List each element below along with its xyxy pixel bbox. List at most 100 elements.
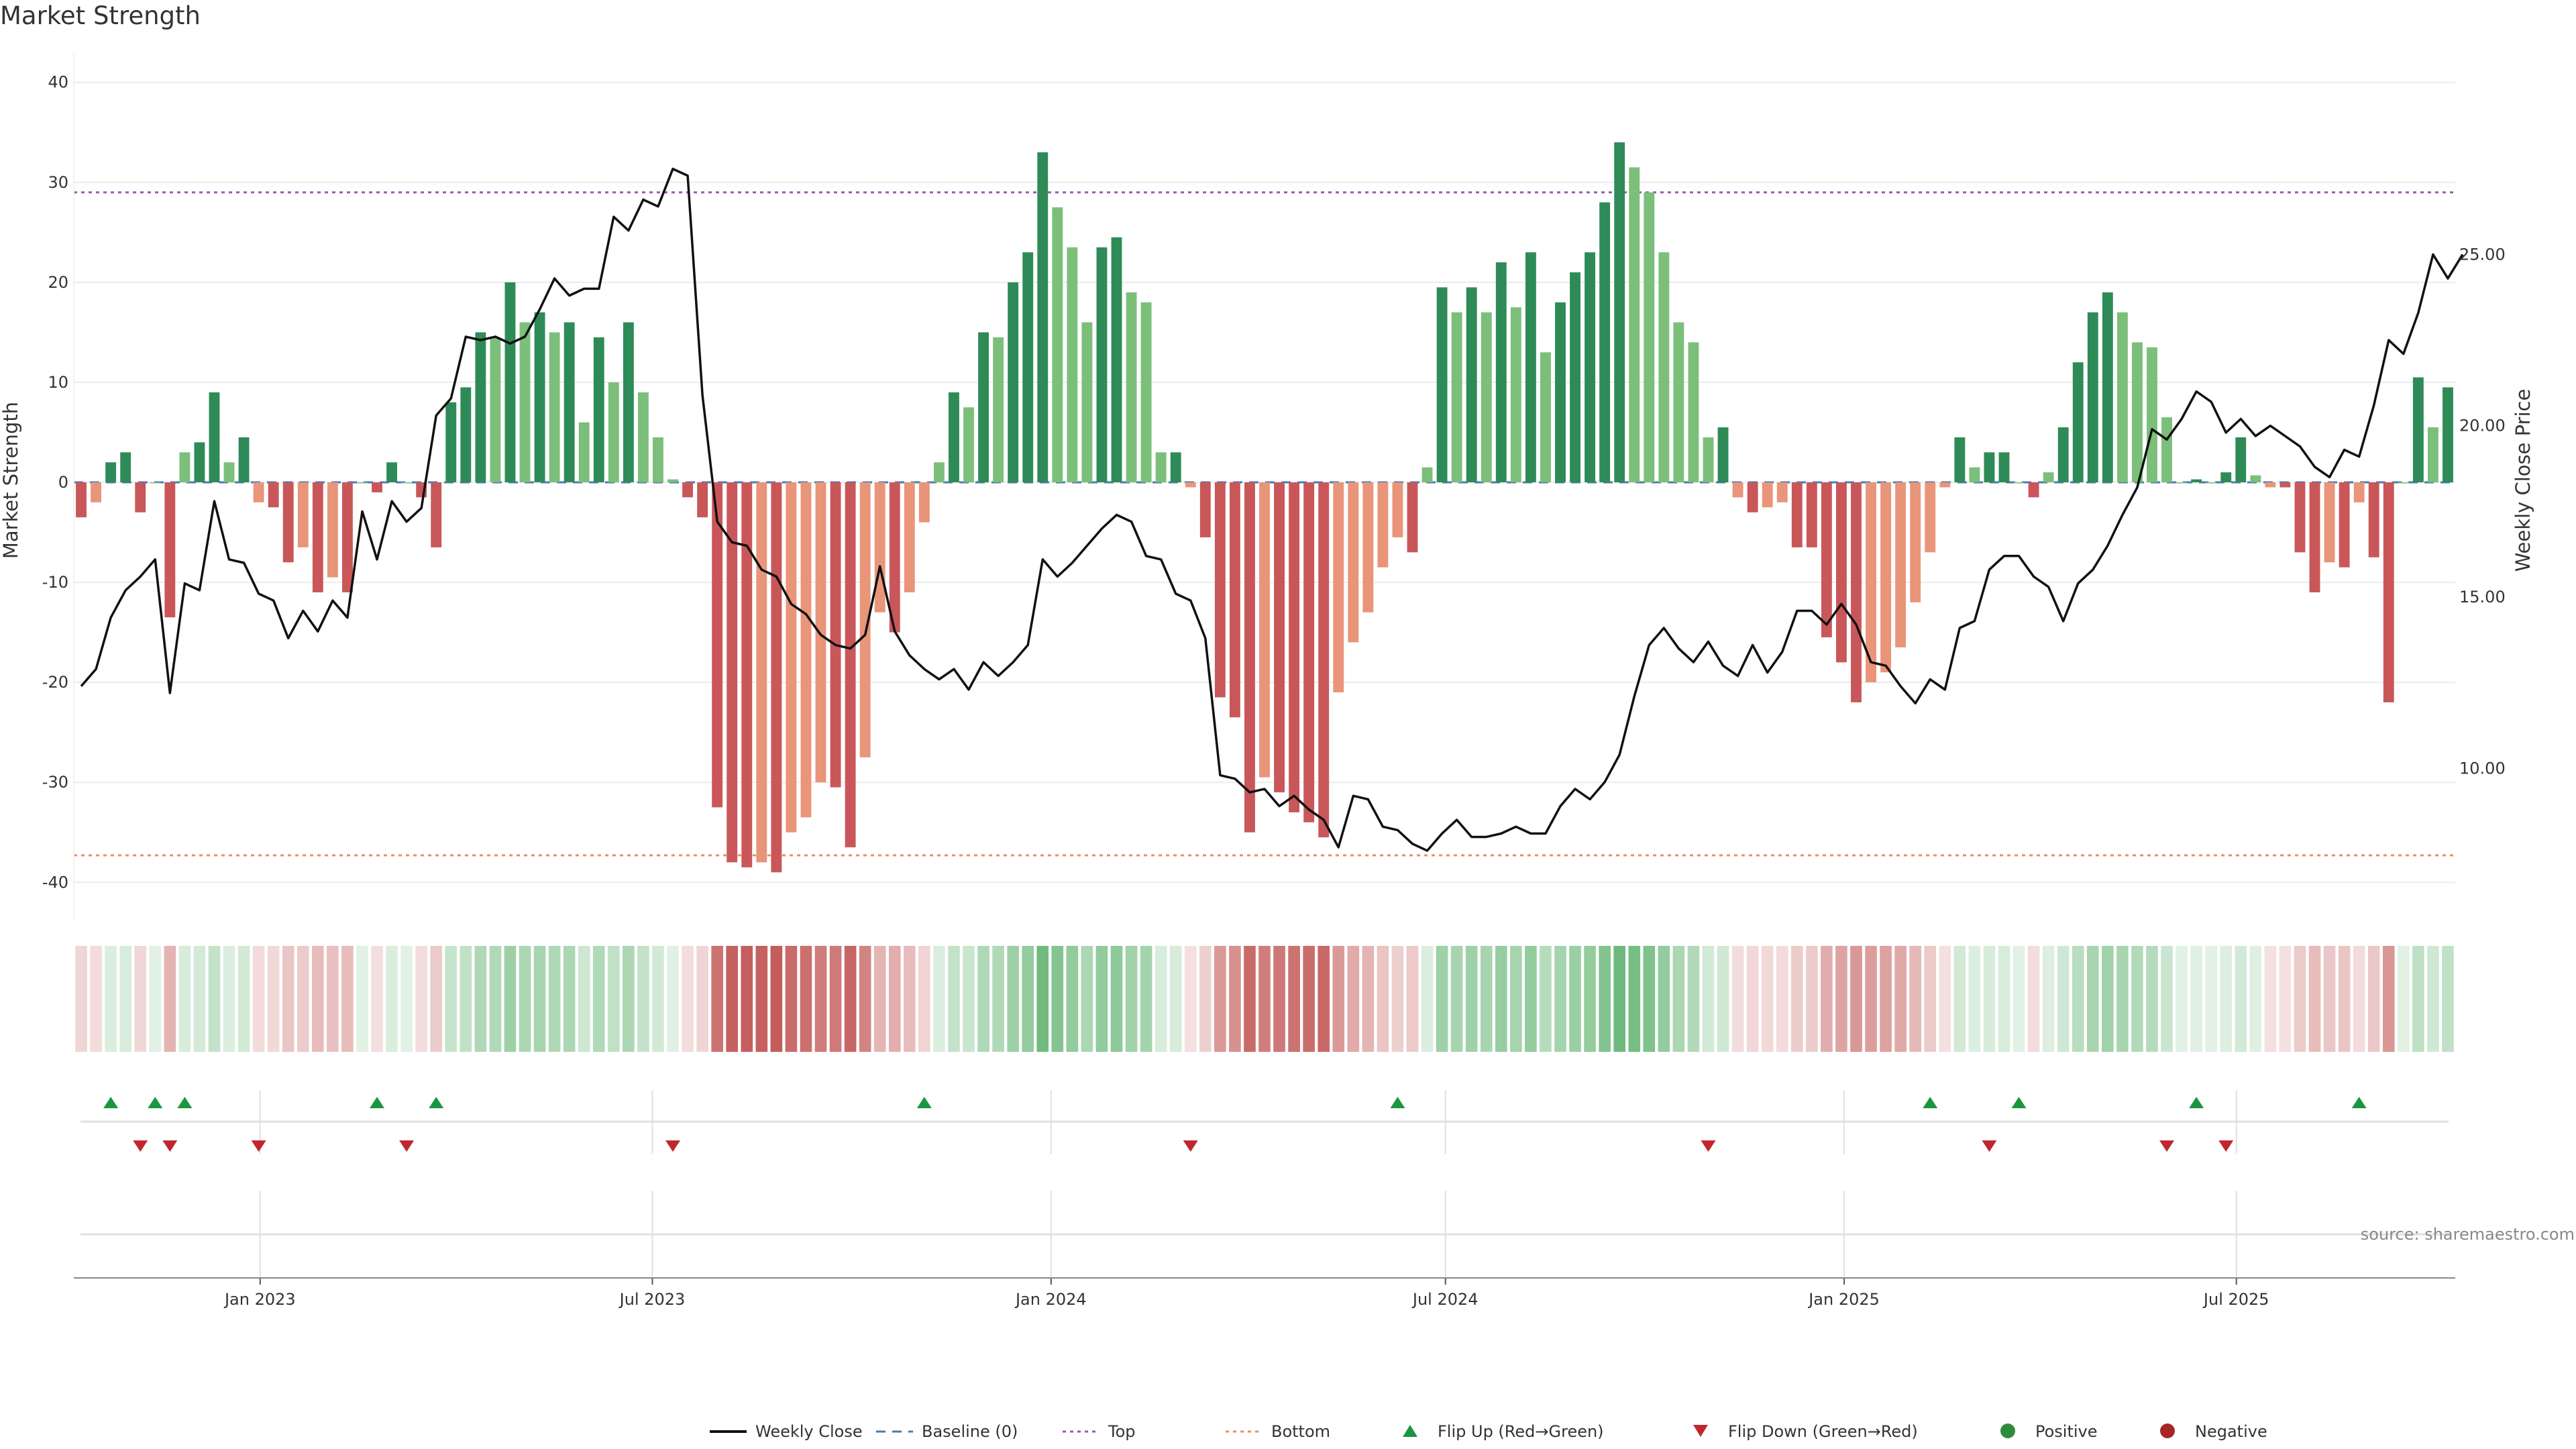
strength-bar (933, 462, 945, 482)
legend-label: Flip Down (Green→Red) (1728, 1422, 1918, 1441)
x-tick-label: Jan 2025 (1807, 1290, 1880, 1309)
strength-bar (372, 482, 382, 492)
heat-cell (918, 946, 930, 1052)
legend-item: Baseline (0) (876, 1422, 1018, 1441)
y2-axis-title: Weekly Close Price (2512, 389, 2534, 572)
strength-bar (179, 452, 191, 482)
heat-cell (741, 946, 753, 1052)
strength-bar (1466, 287, 1477, 482)
heat-cell (1125, 946, 1138, 1052)
x-tick-label: Jul 2023 (619, 1290, 686, 1309)
heat-cell (164, 946, 176, 1052)
strength-bar (1451, 312, 1462, 482)
heat-cell (1480, 946, 1493, 1052)
strength-bar (1170, 452, 1181, 482)
flip-up-marker (2189, 1097, 2204, 1108)
heat-cell (667, 946, 679, 1052)
flip-down-marker (399, 1140, 415, 1152)
legend-item: Flip Up (Red→Green) (1403, 1422, 1604, 1441)
heat-cell (2205, 946, 2217, 1052)
strength-bar (1259, 482, 1270, 777)
flip-down-marker (2159, 1140, 2175, 1152)
heat-cell (1909, 946, 1922, 1052)
strength-bar (918, 482, 930, 523)
heat-cell (888, 946, 901, 1052)
strength-bar (1244, 482, 1255, 833)
strength-bar (223, 462, 235, 482)
heat-cell (755, 946, 768, 1052)
heat-cell (1436, 946, 1448, 1052)
heat-cell (1318, 946, 1330, 1052)
heat-cell (1377, 946, 1389, 1052)
strength-bar (682, 482, 693, 498)
strength-bar (282, 482, 294, 563)
strength-bar (357, 482, 368, 484)
heat-cell (1362, 946, 1375, 1052)
heat-cell (1169, 946, 1182, 1052)
legend-swatch-circle (2000, 1424, 2015, 1438)
heat-cell (1036, 946, 1049, 1052)
y2-tick-label: 20.00 (2459, 417, 2506, 435)
legend-swatch-triangle-down (1693, 1425, 1708, 1437)
heat-cell (1155, 946, 1167, 1052)
heat-cell (992, 946, 1004, 1052)
legend-item: Weekly Close (710, 1422, 863, 1441)
heat-cell (2190, 946, 2202, 1052)
strength-bar (859, 482, 871, 757)
strength-bar (431, 482, 442, 547)
strength-bar (1214, 482, 1226, 698)
strength-heat-strip (75, 946, 2454, 1052)
heat-cell (859, 946, 871, 1052)
strength-bar (1481, 312, 1492, 482)
x-tick-label: Jan 2024 (1014, 1290, 1087, 1309)
flip-down-marker (251, 1140, 266, 1152)
flip-up-marker (2351, 1097, 2367, 1108)
axes: -40 -30 -20 -10 0 10 20 30 40 10.00 15.00 20.00 25.0… (42, 52, 2506, 1309)
heat-cell (1022, 946, 1034, 1052)
strength-bar (1067, 247, 1078, 482)
strength-bar (341, 482, 353, 592)
heat-cell (623, 946, 635, 1052)
heat-cell (504, 946, 517, 1052)
heat-cell (415, 946, 427, 1052)
heat-cell (1332, 946, 1345, 1052)
heat-cell (2042, 946, 2055, 1052)
strength-bar (1747, 482, 1758, 513)
heat-cell (2176, 946, 2188, 1052)
heat-cell (460, 946, 472, 1052)
heat-cell (682, 946, 694, 1052)
flip-up-marker (370, 1097, 385, 1108)
strength-bar (771, 482, 782, 873)
heat-cell (327, 946, 339, 1052)
legend-item: Flip Down (Green→Red) (1693, 1422, 1918, 1441)
heat-cell (1643, 946, 1656, 1052)
strength-bar (786, 482, 797, 833)
strength-bar (2057, 427, 2069, 482)
heat-cell (592, 946, 605, 1052)
strength-bar (1421, 467, 1433, 482)
heat-cell (2412, 946, 2424, 1052)
strength-bar (490, 337, 501, 482)
heat-cell (2102, 946, 2114, 1052)
strength-bar (312, 482, 323, 592)
heat-cell (134, 946, 147, 1052)
heat-cell (1244, 946, 1256, 1052)
strength-bar (549, 332, 560, 482)
heat-cell (1140, 946, 1152, 1052)
heat-cell (711, 946, 723, 1052)
y-tick-label: 0 (58, 473, 68, 492)
strength-bar (697, 482, 708, 518)
strength-bar (963, 407, 974, 482)
strength-bar (1895, 482, 1907, 647)
heat-cell (1776, 946, 1788, 1052)
strength-bar (1037, 152, 1049, 482)
heat-cell (1288, 946, 1300, 1052)
heat-cell (1258, 946, 1271, 1052)
heat-cell (2382, 946, 2395, 1052)
heat-cell (1095, 946, 1108, 1052)
flip-down-marker (1982, 1140, 1997, 1152)
strength-bar (904, 482, 915, 592)
strength-bar (2161, 417, 2172, 482)
heat-cell (1303, 946, 1315, 1052)
strength-bar (1717, 427, 1729, 482)
